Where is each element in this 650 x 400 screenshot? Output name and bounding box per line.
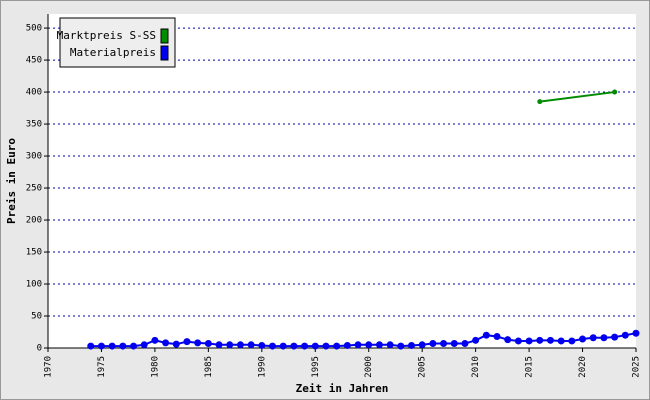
data-point [429, 340, 437, 348]
data-point [365, 341, 373, 349]
data-point [482, 331, 490, 339]
x-tick-label: 1995 [311, 356, 321, 378]
data-point [600, 334, 608, 342]
data-point [140, 341, 148, 349]
data-point [536, 336, 544, 344]
data-point [87, 342, 95, 350]
data-point [621, 331, 629, 339]
data-point [311, 342, 319, 350]
x-tick-label: 2005 [418, 356, 428, 378]
y-tick-label: 150 [26, 248, 42, 258]
data-point [301, 342, 309, 350]
x-tick-label: 1985 [204, 356, 214, 378]
y-tick-label: 350 [26, 120, 42, 130]
legend-label: Materialpreis [70, 46, 156, 59]
data-point [612, 89, 618, 95]
data-point [290, 342, 298, 350]
x-tick-label: 1975 [97, 356, 107, 378]
legend-swatch [160, 28, 169, 44]
data-point [493, 332, 501, 340]
x-axis-label: Zeit in Jahren [296, 382, 389, 395]
data-point [525, 337, 533, 345]
data-point [247, 341, 255, 349]
data-point [450, 340, 458, 348]
data-point [172, 340, 180, 348]
y-tick-label: 0 [37, 344, 42, 354]
data-point [258, 341, 266, 349]
data-point [504, 336, 512, 344]
x-tick-label: 1970 [44, 356, 54, 378]
data-point [589, 334, 597, 342]
data-point [130, 342, 138, 350]
y-tick-label: 100 [26, 280, 42, 290]
data-point [322, 342, 330, 350]
y-tick-label: 400 [26, 88, 42, 98]
data-point [632, 329, 640, 337]
data-point [568, 337, 576, 345]
y-tick-label: 250 [26, 184, 42, 194]
data-point [204, 340, 212, 348]
data-point [194, 339, 202, 347]
data-point [386, 341, 394, 349]
data-point [537, 99, 543, 105]
x-tick-label: 1990 [257, 356, 267, 378]
y-axis-label: Preis in Euro [5, 138, 18, 224]
legend-box [59, 17, 176, 68]
data-point [397, 342, 405, 350]
x-tick-label: 2025 [632, 356, 642, 378]
data-point [162, 339, 170, 347]
data-point [418, 341, 426, 349]
data-point [333, 342, 341, 350]
data-point [269, 342, 277, 350]
data-point [579, 335, 587, 343]
data-point [215, 341, 223, 349]
data-point [354, 341, 362, 349]
series-line [90, 332, 637, 348]
data-point [461, 340, 469, 348]
data-point [119, 342, 127, 350]
y-tick-label: 50 [31, 312, 42, 322]
data-point [108, 342, 116, 350]
data-point [97, 342, 105, 350]
plot-area [48, 14, 636, 348]
x-tick-label: 2000 [364, 356, 374, 378]
x-tick-label: 2015 [525, 356, 535, 378]
data-point [472, 336, 480, 344]
data-point [151, 336, 159, 344]
y-tick-label: 300 [26, 152, 42, 162]
data-point [514, 337, 522, 345]
legend-swatch [160, 45, 169, 61]
data-point [557, 337, 565, 345]
legend-label: Marktpreis S-SS [57, 29, 156, 42]
data-point [407, 341, 415, 349]
y-tick-label: 450 [26, 56, 42, 66]
series-line [539, 91, 615, 103]
y-tick-label: 200 [26, 216, 42, 226]
data-point [279, 342, 287, 350]
x-tick-label: 1980 [150, 356, 160, 378]
data-point [375, 341, 383, 349]
data-point [440, 340, 448, 348]
y-tick-label: 500 [26, 24, 42, 34]
x-tick-label: 2010 [471, 356, 481, 378]
data-point [611, 333, 619, 341]
data-point [183, 338, 191, 346]
x-tick-label: 2020 [578, 356, 588, 378]
data-point [546, 336, 554, 344]
data-point [226, 341, 234, 349]
data-point [236, 341, 244, 349]
data-point [343, 341, 351, 349]
